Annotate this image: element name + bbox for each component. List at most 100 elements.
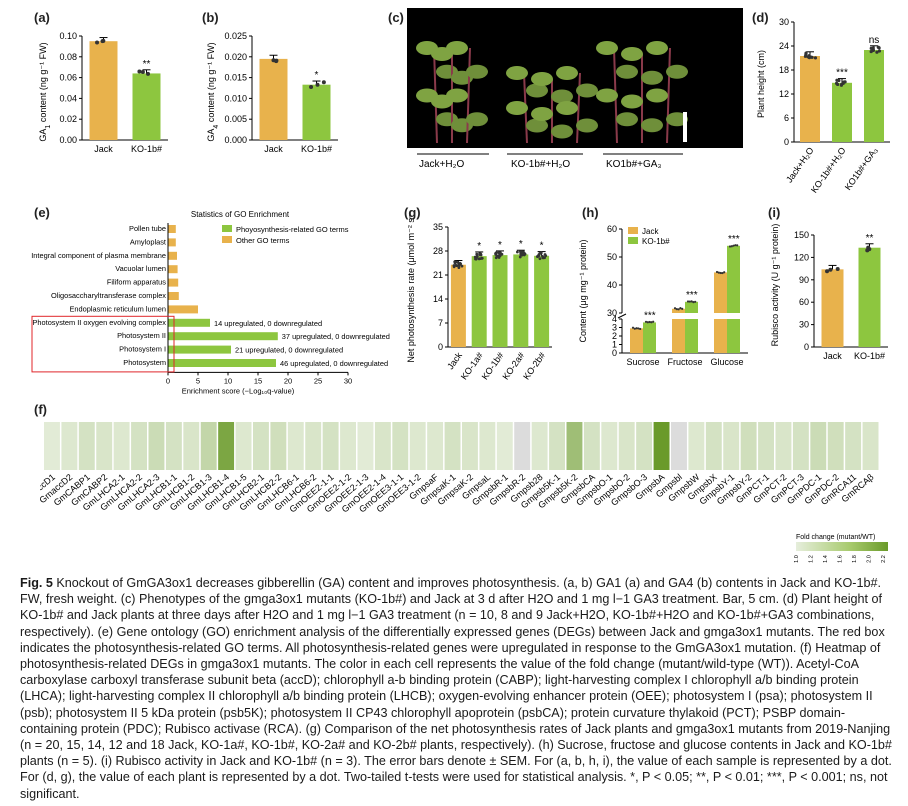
y-tick-label: 0.000 — [224, 135, 247, 145]
panel-d-label: (d) — [752, 10, 769, 25]
y-tick-label: 0 — [784, 137, 789, 147]
heatmap-cell — [758, 422, 774, 470]
y-tick-label: 0.025 — [224, 31, 247, 41]
go-term-label: Photosystem — [123, 358, 166, 367]
heatmap-cell — [200, 422, 217, 470]
bar — [630, 328, 643, 353]
x-tick-label: 20 — [284, 376, 292, 385]
y-tick-label: 50 — [607, 252, 617, 262]
legend-swatch-photo — [222, 225, 232, 232]
data-point — [837, 78, 841, 83]
heatmap-cell — [96, 422, 113, 470]
heatmap-cell — [113, 422, 130, 470]
heatmap-cell — [723, 422, 740, 470]
go-term-label: Photosystem II — [117, 331, 166, 340]
red-highlight-box — [31, 315, 175, 373]
go-term-label: Integral component of plasma membrane — [31, 251, 166, 260]
data-point — [140, 69, 145, 74]
go-bar-7 — [168, 318, 210, 327]
data-point — [828, 267, 833, 272]
heatmap-cell — [531, 422, 548, 470]
panel-b-chart: 0.000 0.005 0.010 0.015 0.020 0.025 Jack * KO-1b… — [206, 31, 338, 154]
data-point — [652, 320, 655, 323]
data-point — [877, 46, 881, 50]
significance-mark: * — [519, 239, 523, 250]
go-bar-4 — [168, 278, 179, 287]
significance-mark: *** — [728, 234, 740, 245]
figure-caption-text: Knockout of GmGA3ox1 decreases gibberell… — [20, 576, 892, 801]
bar-0 — [821, 269, 844, 347]
data-point — [692, 301, 695, 304]
data-point — [456, 261, 460, 264]
heatmap-cell — [862, 422, 879, 470]
plant-leaf — [576, 83, 598, 98]
data-point — [271, 58, 276, 63]
data-point — [137, 69, 142, 74]
bar-3 — [513, 254, 529, 347]
plant-leaf — [616, 64, 638, 79]
go-note: 14 upregulated, 0 downregulated — [214, 319, 322, 328]
y-tick-label: 0.010 — [224, 93, 247, 103]
legend-swatch-ko — [628, 237, 638, 244]
y-tick-label: 30 — [779, 17, 789, 27]
panel-g-chart: 0714212835Jack*KO-1a#*KO-1b#*KO-2a#*KO-2… — [406, 215, 552, 382]
bar-4 — [534, 255, 550, 347]
plant-leaf — [526, 83, 548, 98]
plant-leaf — [616, 112, 638, 127]
data-point — [875, 50, 879, 54]
go-term-label: Amyloplast — [130, 237, 166, 246]
data-point — [633, 327, 636, 330]
heatmap-cell — [792, 422, 809, 470]
plant-leaf — [551, 89, 573, 104]
plant-leaf — [621, 94, 643, 109]
bar-upper — [685, 301, 698, 313]
legend-tick: 1.4 — [823, 555, 829, 563]
go-bar-1 — [168, 238, 176, 247]
x-tick-label: KO1b#+GA₃ — [843, 145, 880, 192]
data-point — [309, 85, 314, 90]
x-tick-label: 0 — [166, 376, 170, 385]
data-point — [834, 81, 839, 85]
bar — [672, 319, 685, 353]
data-point — [457, 266, 461, 269]
panel-g-label: (g) — [404, 205, 421, 220]
go-bar-5 — [168, 292, 179, 300]
panel-c-label: (c) — [388, 10, 404, 25]
data-point — [541, 255, 544, 258]
x-tick-label: Glucose — [710, 357, 743, 367]
heatmap-cell — [479, 422, 496, 470]
significance-mark: *** — [836, 68, 848, 79]
y-axis-label: Rubisco activity (U g⁻¹ protein) — [770, 224, 780, 347]
data-point — [315, 82, 320, 87]
data-point — [521, 251, 525, 255]
heatmap-cell — [218, 422, 235, 470]
plant-stem — [466, 47, 471, 144]
data-point — [494, 253, 498, 256]
data-point — [523, 252, 527, 256]
y-tick-label: 0.08 — [59, 52, 77, 62]
data-point — [679, 306, 682, 310]
chart-title: Statistics of GO Enrichment — [191, 210, 290, 219]
bar-2 — [492, 255, 508, 347]
data-point — [728, 245, 732, 248]
bar-0 — [259, 58, 288, 140]
go-term-label: Oligosaccharyltransferase complex — [51, 291, 166, 300]
data-point — [842, 80, 846, 84]
legend-label: Phoyosynthesis-related GO terms — [236, 225, 349, 234]
x-tick-label: Sucrose — [626, 357, 659, 367]
data-point — [498, 251, 502, 255]
bar — [685, 319, 698, 353]
go-bar-8 — [168, 332, 278, 341]
bar-upper — [727, 245, 740, 313]
data-point — [100, 39, 105, 44]
heatmap-cell — [61, 422, 78, 470]
y-axis-label: Plant height (cm) — [756, 50, 766, 118]
heatmap-cell — [636, 422, 653, 470]
y-tick-label: 18 — [779, 65, 789, 75]
data-point — [637, 327, 640, 330]
plant-leaf — [596, 41, 618, 55]
bar-0 — [450, 264, 466, 347]
data-point — [694, 300, 697, 303]
significance-mark: *** — [686, 290, 698, 301]
data-point — [538, 251, 542, 255]
